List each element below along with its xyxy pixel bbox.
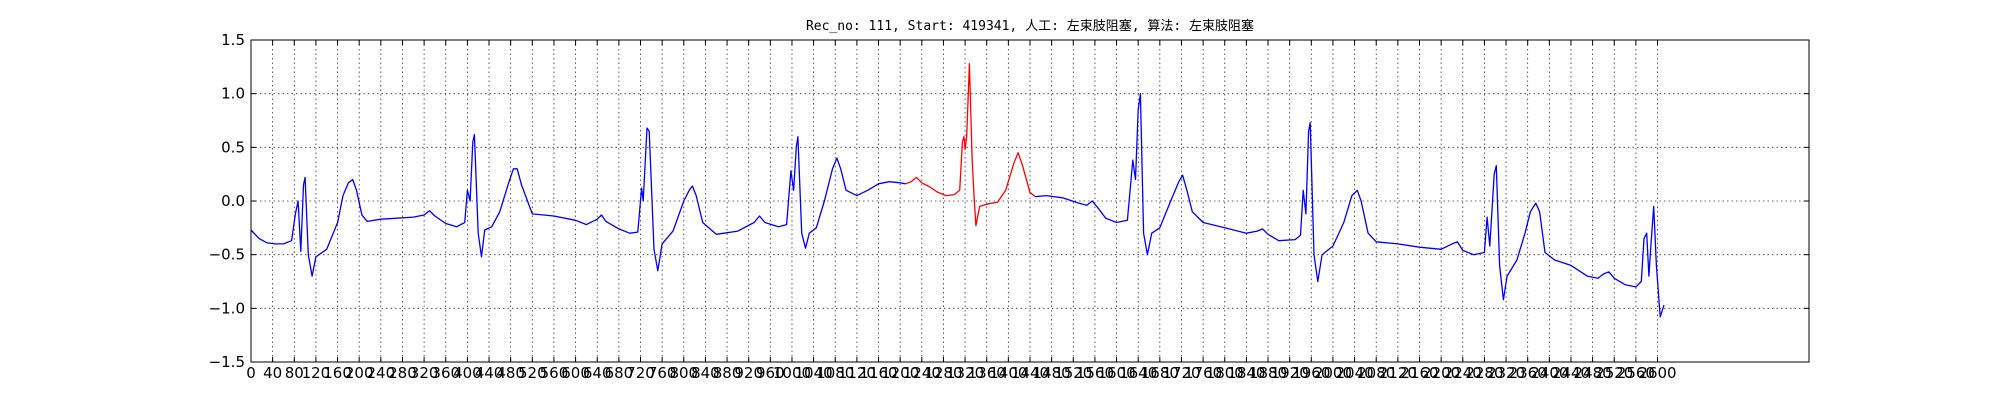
x-tick-label: 2400 <box>1530 364 1568 382</box>
x-tick-label: 2160 <box>1400 364 1438 382</box>
x-tick-label: 320 <box>410 364 439 382</box>
x-tick-label: 1760 <box>1184 364 1222 382</box>
x-tick-label: 1640 <box>1119 364 1157 382</box>
x-tick-label: 280 <box>388 364 417 382</box>
x-tick-label: 1280 <box>924 364 962 382</box>
x-tick-label: 0 <box>246 364 256 382</box>
x-tick-label: 1080 <box>816 364 854 382</box>
waveform-series <box>250 62 1665 318</box>
x-tick-label: 1920 <box>1271 364 1309 382</box>
x-tick-label: 200 <box>345 364 374 382</box>
grid-lines <box>251 40 1809 362</box>
series-line-before <box>250 127 906 277</box>
x-tick-label: 2240 <box>1444 364 1482 382</box>
x-tick-label: 1040 <box>795 364 833 382</box>
x-tick-label: 1560 <box>1076 364 1114 382</box>
x-tick-label: 2600 <box>1638 364 1676 382</box>
x-tick-label: 2080 <box>1357 364 1395 382</box>
x-tick-label: 800 <box>669 364 698 382</box>
y-tick-label: 0.5 <box>221 138 245 156</box>
y-tick-label: 1.0 <box>221 85 245 103</box>
x-tick-label: 480 <box>496 364 525 382</box>
x-tick-label: 2480 <box>1574 364 1612 382</box>
x-tick-label: 1520 <box>1054 364 1092 382</box>
series-line-after <box>1035 93 1665 318</box>
x-tick-label: 240 <box>367 364 396 382</box>
x-tick-label: 2360 <box>1509 364 1547 382</box>
x-tick-label: 880 <box>713 364 742 382</box>
x-tick-label: 960 <box>756 364 785 382</box>
x-tick-label: 560 <box>540 364 569 382</box>
x-tick-label: 1360 <box>968 364 1006 382</box>
x-tick-label: 1720 <box>1162 364 1200 382</box>
x-tick-label: 400 <box>453 364 482 382</box>
y-tick-label: −1.0 <box>209 299 245 317</box>
x-tick-label: 1880 <box>1249 364 1287 382</box>
y-tick-label: 1.5 <box>221 31 245 49</box>
x-tick-label: 840 <box>691 364 720 382</box>
x-tick-label: 760 <box>648 364 677 382</box>
x-tick-label: 2440 <box>1552 364 1590 382</box>
x-tick-label: 2000 <box>1314 364 1352 382</box>
x-tick-label: 520 <box>518 364 547 382</box>
x-tick-label: 1120 <box>838 364 876 382</box>
x-tick-label: 1960 <box>1292 364 1330 382</box>
y-tick-label: 0.0 <box>221 192 245 210</box>
x-tick-label: 1840 <box>1227 364 1265 382</box>
x-tick-label: 680 <box>605 364 634 382</box>
x-tick-label: 2280 <box>1465 364 1503 382</box>
x-tick-label: 160 <box>323 364 352 382</box>
x-tick-label: 1160 <box>859 364 897 382</box>
x-tick-label: 1200 <box>881 364 919 382</box>
x-tick-label: 720 <box>626 364 655 382</box>
x-tick-label: 2040 <box>1335 364 1373 382</box>
x-tick-label: 1320 <box>946 364 984 382</box>
x-tick-label: 1600 <box>1097 364 1135 382</box>
series-line-highlighted <box>905 62 1036 227</box>
x-tick-label: 1680 <box>1141 364 1179 382</box>
x-tick-label: 920 <box>734 364 763 382</box>
x-tick-label: 2560 <box>1617 364 1655 382</box>
x-tick-label: 1000 <box>773 364 811 382</box>
x-tick-label: 1440 <box>1011 364 1049 382</box>
plot-frame <box>250 39 1810 363</box>
x-tick-label: 600 <box>561 364 590 382</box>
x-tick-label: 1800 <box>1206 364 1244 382</box>
chart-title: Rec_no: 111, Start: 419341, 人工: 左束肢阻塞, 算… <box>806 18 1254 34</box>
x-tick-label: 440 <box>475 364 504 382</box>
x-tick-label: 2200 <box>1422 364 1460 382</box>
y-tick-label: −1.5 <box>209 353 245 371</box>
x-tick-label: 2320 <box>1487 364 1525 382</box>
x-tick-label: 2520 <box>1595 364 1633 382</box>
y-axis-ticks: −1.5 −1.0 −0.5 0.0 0.5 1.0 1.5 <box>209 31 1809 371</box>
x-tick-label: 1480 <box>1033 364 1071 382</box>
x-tick-label: 1400 <box>989 364 1027 382</box>
x-tick-label: 120 <box>302 364 331 382</box>
x-axis-ticks: 0 40 8012016020024028032036040044048052056… <box>246 40 1677 382</box>
x-tick-label: 640 <box>583 364 612 382</box>
x-tick-label: 2120 <box>1379 364 1417 382</box>
x-tick-label: 80 <box>285 364 304 382</box>
x-tick-label: 360 <box>431 364 460 382</box>
x-tick-label: 40 <box>263 364 282 382</box>
y-tick-label: −0.5 <box>209 246 245 264</box>
x-tick-label: 1240 <box>903 364 941 382</box>
